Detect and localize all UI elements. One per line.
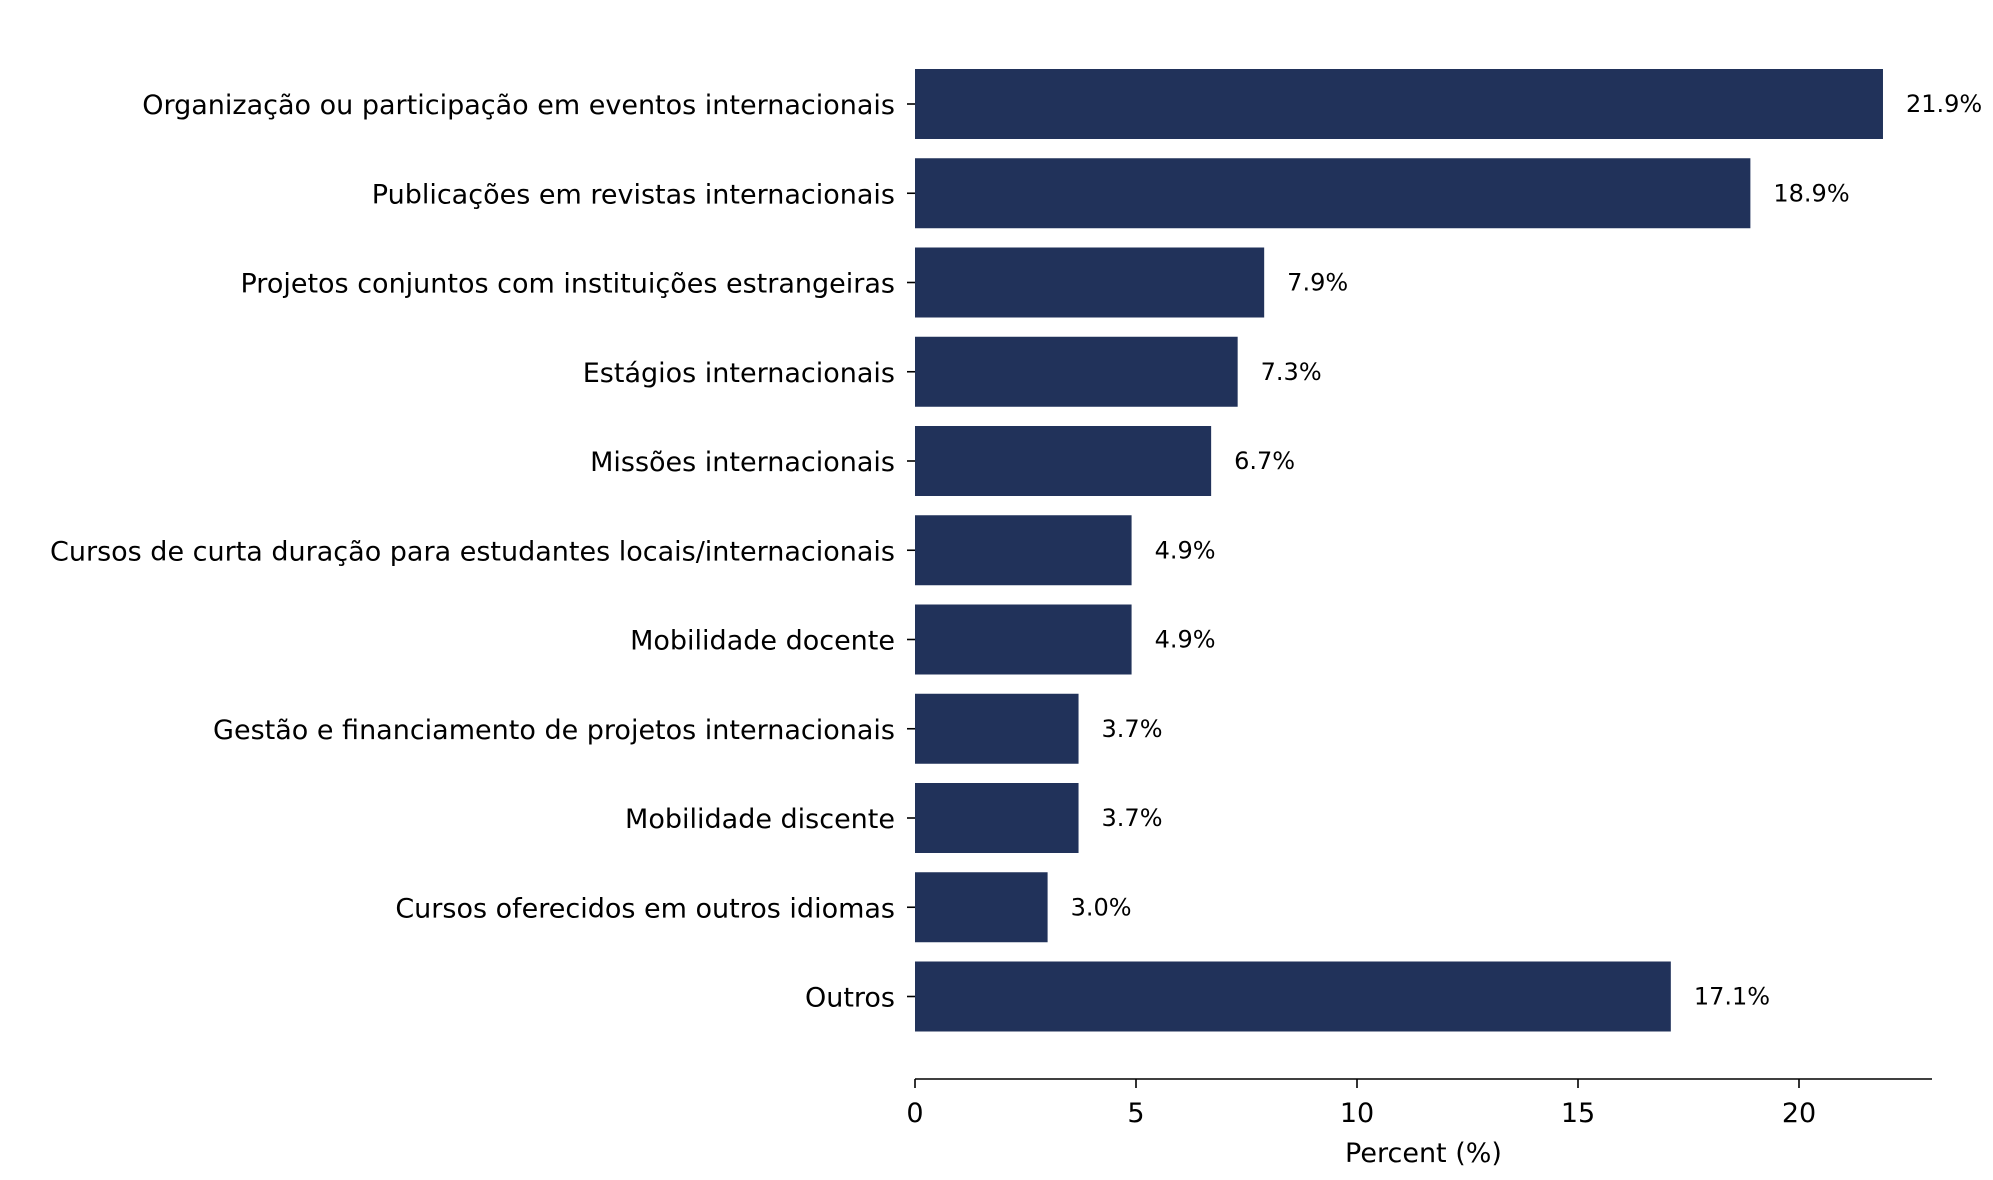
bar xyxy=(915,783,1079,853)
bar xyxy=(915,872,1048,943)
value-label: 7.9% xyxy=(1287,269,1348,297)
x-tick-label: 15 xyxy=(1561,1098,1595,1129)
value-label: 4.9% xyxy=(1155,536,1216,564)
bar xyxy=(915,604,1132,675)
bar xyxy=(915,515,1132,586)
bar xyxy=(915,247,1265,318)
value-labels-group: 21.9% 18.9% 7.9% 7.3% 6.7% 4.9% 4.9% 3.7% 3.7% 3.… xyxy=(1071,90,1983,1011)
bar xyxy=(915,693,1079,764)
category-label: Mobilidade discente xyxy=(625,804,895,835)
value-label: 3.7% xyxy=(1102,715,1163,743)
category-label: Organização ou participação em eventos i… xyxy=(142,90,895,121)
value-label: 3.7% xyxy=(1102,804,1163,832)
category-label: Estágios internacionais xyxy=(583,358,895,389)
category-label: Publicações em revistas internacionais xyxy=(372,179,895,210)
value-label: 6.7% xyxy=(1234,447,1295,475)
value-label: 18.9% xyxy=(1773,179,1849,207)
category-label: Cursos oferecidos em outros idiomas xyxy=(395,893,895,924)
value-label: 17.1% xyxy=(1694,983,1770,1011)
x-tick-label: 0 xyxy=(906,1098,923,1129)
x-tick-label: 5 xyxy=(1127,1098,1144,1129)
bars-group xyxy=(915,69,1883,1032)
value-label: 4.9% xyxy=(1155,626,1216,654)
bar xyxy=(915,426,1212,496)
value-label: 7.3% xyxy=(1261,358,1322,386)
bar xyxy=(915,158,1751,229)
value-label: 3.0% xyxy=(1071,893,1132,921)
x-axis: 0 5 10 15 20 xyxy=(906,103,1932,1129)
value-label: 21.9% xyxy=(1906,90,1982,118)
category-label: Mobilidade docente xyxy=(630,626,895,657)
category-label: Outros xyxy=(805,983,895,1014)
category-label: Cursos de curta duração para estudantes … xyxy=(50,536,895,567)
category-label: Missões internacionais xyxy=(590,447,895,478)
bar xyxy=(915,69,1883,139)
category-label: Gestão e financiamento de projetos inter… xyxy=(213,715,895,746)
category-labels-group: Organização ou participação em eventos i… xyxy=(50,90,895,1014)
category-label: Projetos conjuntos com instituições estr… xyxy=(241,269,896,300)
x-tick-label: 10 xyxy=(1340,1098,1374,1129)
bar xyxy=(915,336,1238,407)
x-tick-label: 20 xyxy=(1782,1098,1816,1129)
bar xyxy=(915,961,1671,1032)
x-axis-title: Percent (%) xyxy=(1345,1138,1502,1169)
